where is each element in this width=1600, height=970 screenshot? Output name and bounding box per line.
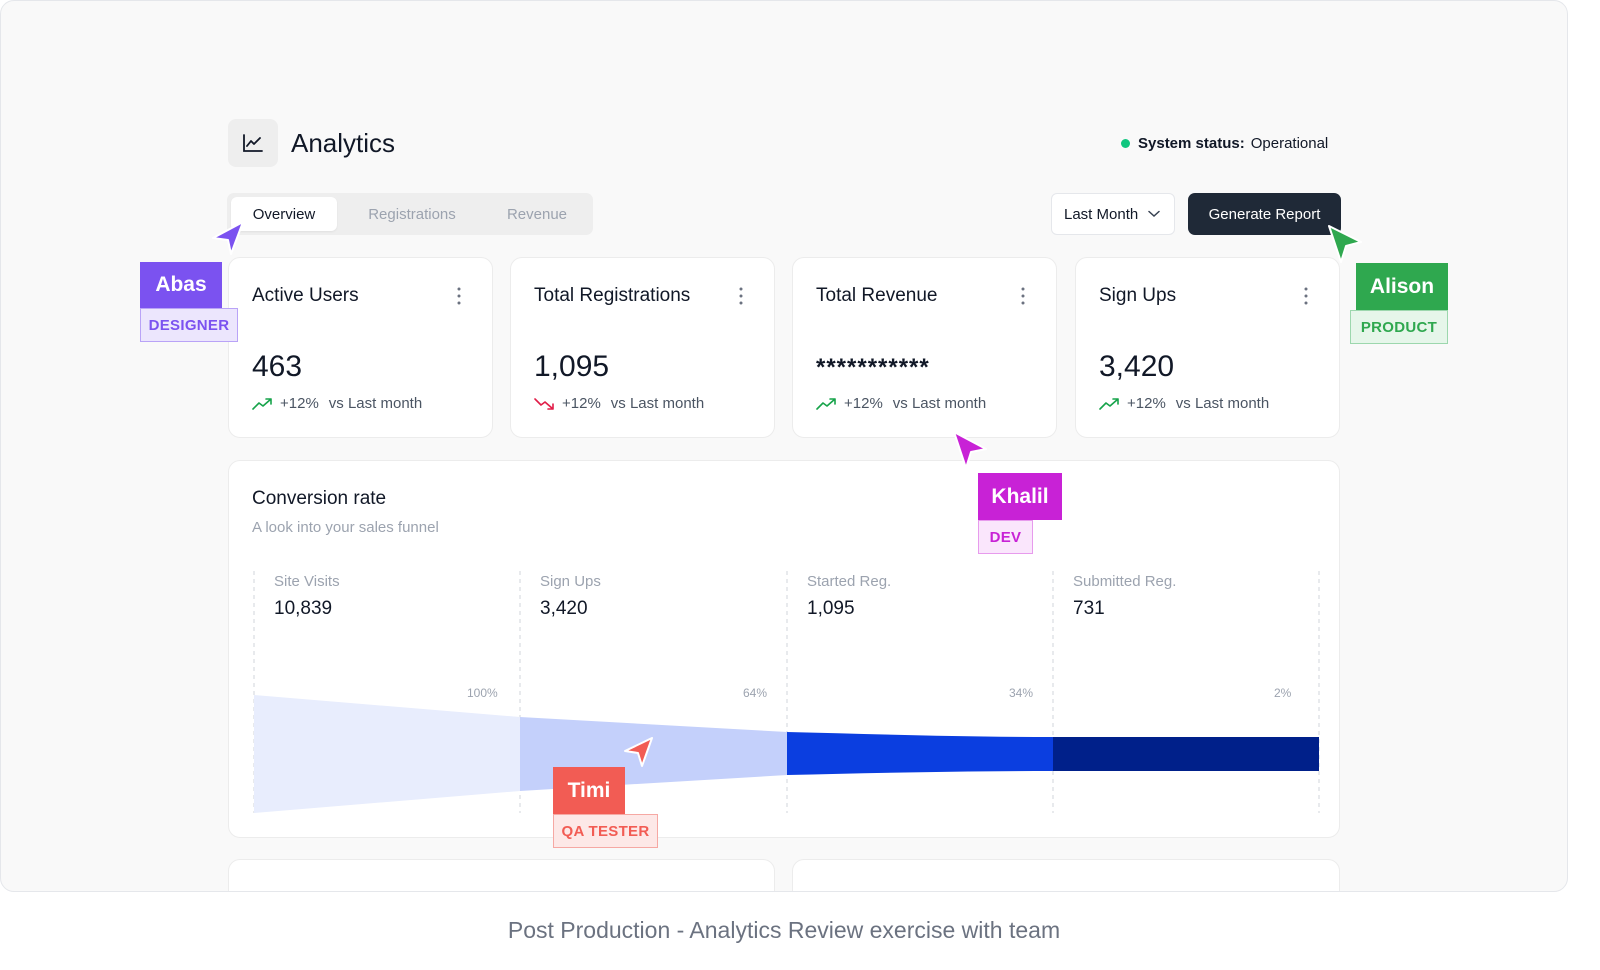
more-vertical-icon[interactable] xyxy=(1303,285,1309,307)
funnel-segment-submitted-reg xyxy=(1053,737,1319,771)
collaborator-name-khalil: Khalil xyxy=(978,473,1062,520)
cursor-abas-icon xyxy=(212,221,244,255)
system-status: System status: Operational xyxy=(1121,135,1328,152)
stage-value: 731 xyxy=(1073,598,1105,619)
tab-revenue[interactable]: Revenue xyxy=(506,205,568,223)
tab-registrations[interactable]: Registrations xyxy=(368,205,456,223)
card-value: 463 xyxy=(252,350,303,383)
stage-percent: 100% xyxy=(467,686,498,700)
status-dot-icon xyxy=(1121,139,1130,148)
image-caption: Post Production - Analytics Review exerc… xyxy=(507,917,1061,943)
more-vertical-icon[interactable] xyxy=(456,285,462,307)
stage-value: 1,095 xyxy=(807,598,855,619)
card-delta-compare: vs Last month xyxy=(892,395,987,412)
funnel-segment-started-reg xyxy=(787,732,1053,775)
collaborator-role-alison: PRODUCT xyxy=(1350,310,1448,344)
stage-label: Submitted Reg. xyxy=(1073,573,1177,590)
trend-up-icon xyxy=(1099,397,1119,410)
card-delta-pct: +12% xyxy=(1127,395,1166,412)
card-delta-compare: vs Last month xyxy=(328,395,423,412)
card-delta-pct: +12% xyxy=(280,395,319,412)
system-status-label: System status: xyxy=(1138,135,1245,152)
stat-card-active-users: Active Users 463 +12% vs Last month xyxy=(228,257,493,438)
collaborator-role-timi: QA TESTER xyxy=(553,814,658,848)
stat-card-total-revenue: Total Revenue *********** +12% vs Last m… xyxy=(792,257,1057,438)
card-delta-pct: +12% xyxy=(844,395,883,412)
stage-label: Sign Ups xyxy=(540,573,601,590)
card-title: Sign Ups xyxy=(1099,285,1177,306)
panel-title: Conversion rate xyxy=(252,488,387,509)
stage-value: 10,839 xyxy=(274,598,333,619)
card-delta-pct: +12% xyxy=(562,395,601,412)
more-vertical-icon[interactable] xyxy=(1020,285,1026,307)
stat-card-total-registrations: Total Registrations 1,095 +12% vs Last m… xyxy=(510,257,775,438)
card-delta: +12% vs Last month xyxy=(252,395,422,412)
trend-down-icon xyxy=(534,397,554,410)
collaborator-name-abas: Abas xyxy=(140,262,222,308)
period-select[interactable]: Last Month xyxy=(1051,193,1175,235)
card-title: Active Users xyxy=(252,285,359,306)
stage-value: 3,420 xyxy=(540,598,588,619)
funnel-segment-site-visits xyxy=(254,695,520,813)
conversion-rate-panel: Conversion rate A look into your sales f… xyxy=(228,460,1340,838)
panel-subtitle: A look into your sales funnel xyxy=(252,519,439,536)
stage-label: Started Reg. xyxy=(807,573,892,590)
stage-label: Site Visits xyxy=(274,573,340,590)
cursor-khalil-icon xyxy=(953,431,987,469)
collaborator-name-timi: Timi xyxy=(553,767,625,814)
card-value-hidden: *********** xyxy=(816,354,930,381)
cursor-timi-icon xyxy=(624,737,653,767)
line-chart-icon xyxy=(228,119,278,167)
card-delta: +12% vs Last month xyxy=(1099,395,1269,412)
card-value: 3,420 xyxy=(1099,350,1175,383)
bottom-card-left xyxy=(228,859,775,891)
card-delta: +12% vs Last month xyxy=(816,395,986,412)
collaborator-role-khalil: DEV xyxy=(978,520,1033,554)
generate-report-button[interactable]: Generate Report xyxy=(1188,193,1341,235)
collaborator-role-abas: DESIGNER xyxy=(140,308,238,342)
card-delta-compare: vs Last month xyxy=(610,395,705,412)
tab-bar: Overview Registrations Revenue xyxy=(227,193,593,235)
card-delta-compare: vs Last month xyxy=(1175,395,1270,412)
stage-percent: 64% xyxy=(743,686,768,700)
period-select-value: Last Month xyxy=(1064,205,1139,223)
card-title: Total Registrations xyxy=(534,285,691,306)
tab-overview[interactable]: Overview xyxy=(231,197,337,231)
collaborator-name-alison: Alison xyxy=(1356,263,1448,310)
chevron-down-icon xyxy=(1148,210,1160,218)
trend-up-icon xyxy=(252,397,272,410)
app-frame: Analytics System status: Operational Ove… xyxy=(0,0,1568,892)
cursor-alison-icon xyxy=(1328,225,1362,263)
stage-percent: 2% xyxy=(1274,686,1292,700)
card-delta: +12% vs Last month xyxy=(534,395,704,412)
more-vertical-icon[interactable] xyxy=(738,285,744,307)
trend-up-icon xyxy=(816,397,836,410)
card-value: 1,095 xyxy=(534,350,610,383)
page-title: Analytics xyxy=(291,128,396,158)
stage-percent: 34% xyxy=(1009,686,1034,700)
system-status-value: Operational xyxy=(1250,135,1329,152)
stat-card-sign-ups: Sign Ups 3,420 +12% vs Last month xyxy=(1075,257,1340,438)
funnel-chart xyxy=(253,571,1320,813)
bottom-card-right xyxy=(792,859,1340,891)
card-title: Total Revenue xyxy=(816,285,938,306)
